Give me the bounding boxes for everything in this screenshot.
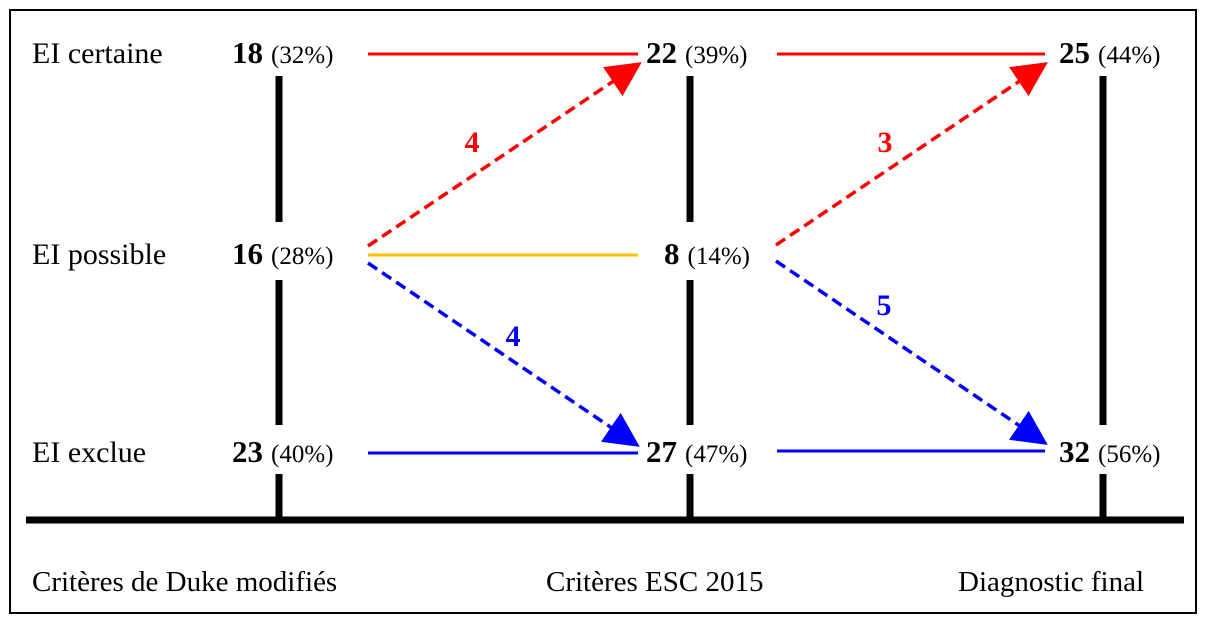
duke-exclue-value: 23 (40%) xyxy=(232,434,333,469)
flow-count-esc-to-final-exclue: 5 xyxy=(877,289,892,322)
esc-exclue-value: 27 (47%) xyxy=(646,434,747,469)
duke-possible-value: 16 (28%) xyxy=(232,236,333,271)
column-label-final: Diagnostic final xyxy=(958,566,1144,598)
row-label-exclue: EI exclue xyxy=(32,436,146,469)
duke-certaine-value: 18 (32%) xyxy=(232,35,333,70)
arrow-esc-to-final-certain xyxy=(775,62,1048,247)
diagram-frame xyxy=(9,9,1197,614)
row-label-possible: EI possible xyxy=(32,238,166,271)
esc-certaine-value: 22 (39%) xyxy=(646,35,747,70)
esc-possible-value: 8 (14%) xyxy=(664,236,750,271)
column-label-esc: Critères ESC 2015 xyxy=(546,566,764,598)
column-label-duke: Critères de Duke modifiés xyxy=(32,566,337,598)
flow-count-esc-to-final-certain: 3 xyxy=(878,126,893,159)
final-exclue-value: 32 (56%) xyxy=(1059,434,1160,469)
flow-count-duke-to-esc-exclue: 4 xyxy=(506,320,521,353)
arrow-duke-to-esc-certain xyxy=(367,62,642,248)
flow-count-duke-to-esc-certain: 4 xyxy=(465,126,480,159)
row-label-certaine: EI certaine xyxy=(32,37,163,70)
arrow-duke-to-esc-exclue xyxy=(367,261,640,447)
arrow-esc-to-final-exclue xyxy=(775,259,1048,445)
final-certaine-value: 25 (44%) xyxy=(1059,35,1160,70)
